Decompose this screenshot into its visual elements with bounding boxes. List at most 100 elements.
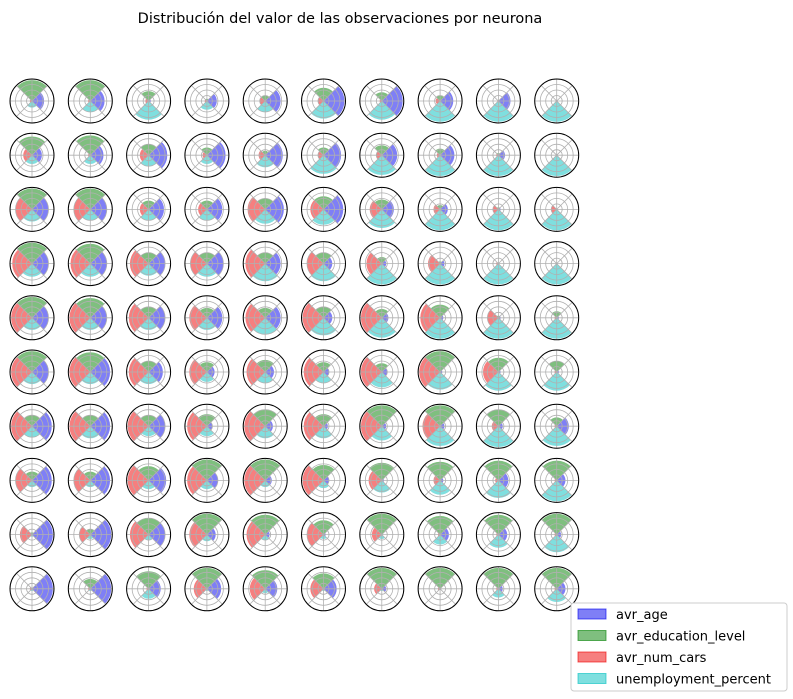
angular-gridline: [323, 572, 340, 590]
angular-gridline: [74, 480, 91, 497]
angular-gridline: [90, 317, 107, 334]
angular-gridline: [424, 572, 441, 590]
angular-gridline: [31, 464, 48, 481]
polar-frame: [534, 186, 580, 232]
polar-frame: [9, 512, 55, 558]
angular-gridline: [74, 572, 91, 590]
angular-gridline: [132, 410, 149, 427]
polar-cell-r2-c4: [184, 132, 230, 178]
angular-gridline: [206, 356, 223, 373]
angular-gridline: [498, 410, 515, 427]
angular-gridline: [191, 263, 208, 280]
angular-gridline: [498, 317, 515, 334]
polar-frame: [67, 566, 113, 612]
polar-frame: [359, 566, 405, 612]
angular-gridline: [482, 317, 499, 334]
angular-gridline: [191, 139, 208, 156]
polar-frame: [534, 132, 580, 178]
polar-cell-r7-c3: [126, 403, 172, 449]
angular-gridline: [365, 209, 383, 226]
polar-cell-r1-c7: [359, 78, 405, 124]
polar-cell-r4-c7: [359, 241, 405, 287]
angular-gridline: [31, 480, 48, 497]
polar-cell-r6-c5: [242, 349, 288, 395]
angular-gridline: [16, 480, 33, 497]
angular-gridline: [74, 139, 91, 156]
angular-gridline: [148, 317, 165, 334]
angular-gridline: [424, 154, 441, 172]
polar-frame: [242, 132, 288, 178]
polar-frame: [242, 186, 288, 232]
angular-gridline: [424, 371, 441, 388]
angular-gridline: [31, 209, 48, 226]
angular-gridline: [424, 425, 441, 443]
angular-gridline: [381, 464, 398, 481]
polar-frame: [417, 349, 463, 395]
polar-frame: [126, 132, 172, 178]
angular-gridline: [381, 247, 398, 264]
angular-gridline: [424, 139, 441, 156]
angular-gridline: [307, 425, 324, 443]
angular-gridline: [90, 139, 107, 156]
polar-frame: [301, 295, 346, 341]
polar-frame: [417, 566, 463, 612]
angular-gridline: [381, 139, 398, 156]
polar-cell-r9-c9: [475, 512, 521, 558]
angular-gridline: [148, 139, 165, 156]
polar-cell-r4-c10: [534, 241, 580, 287]
polar-frame: [534, 295, 580, 341]
angular-gridline: [365, 371, 383, 388]
angular-gridline: [424, 480, 441, 497]
angular-gridline: [498, 572, 515, 590]
angular-gridline: [482, 572, 499, 590]
angular-gridline: [264, 371, 282, 388]
angular-gridline: [381, 534, 398, 551]
angular-gridline: [132, 425, 149, 443]
angular-gridline: [90, 425, 107, 443]
angular-gridline: [323, 425, 340, 443]
angular-gridline: [540, 588, 557, 605]
angular-gridline: [556, 464, 573, 481]
angular-gridline: [249, 480, 266, 497]
angular-gridline: [31, 356, 48, 373]
angular-gridline: [148, 572, 165, 590]
legend-frame: [570, 602, 788, 692]
angular-gridline: [132, 85, 149, 102]
angular-gridline: [132, 263, 149, 280]
polar-cell-r1-c1: [9, 78, 55, 124]
angular-gridline: [16, 100, 33, 117]
angular-gridline: [381, 588, 398, 605]
angular-gridline: [540, 425, 557, 443]
angular-gridline: [132, 572, 149, 590]
angular-gridline: [439, 425, 456, 443]
angular-gridline: [307, 154, 324, 172]
angular-gridline: [482, 193, 499, 210]
polar-cell-r8-c8: [417, 457, 463, 503]
polar-cell-r9-c5: [242, 512, 288, 558]
angular-gridline: [148, 371, 165, 388]
angular-gridline: [540, 534, 557, 551]
angular-gridline: [498, 85, 515, 102]
angular-gridline: [74, 518, 91, 535]
angular-gridline: [249, 588, 266, 605]
angular-gridline: [132, 301, 149, 319]
polar-cell-r4-c3: [126, 241, 172, 287]
polar-frame: [242, 457, 288, 503]
polar-frame: [184, 295, 230, 341]
polar-cell-r3-c3: [126, 186, 172, 232]
angular-gridline: [148, 480, 165, 497]
angular-gridline: [365, 139, 383, 156]
angular-gridline: [90, 263, 107, 280]
angular-gridline: [439, 518, 456, 535]
polar-cell-r5-c10: [534, 295, 580, 341]
angular-gridline: [482, 263, 499, 280]
angular-gridline: [323, 209, 340, 226]
polar-frame: [417, 403, 463, 449]
angular-gridline: [249, 534, 266, 551]
polar-cell-r5-c8: [417, 295, 463, 341]
angular-gridline: [206, 480, 223, 497]
angular-gridline: [323, 464, 340, 481]
angular-gridline: [264, 154, 282, 172]
angular-gridline: [191, 85, 208, 102]
angular-gridline: [323, 534, 340, 551]
